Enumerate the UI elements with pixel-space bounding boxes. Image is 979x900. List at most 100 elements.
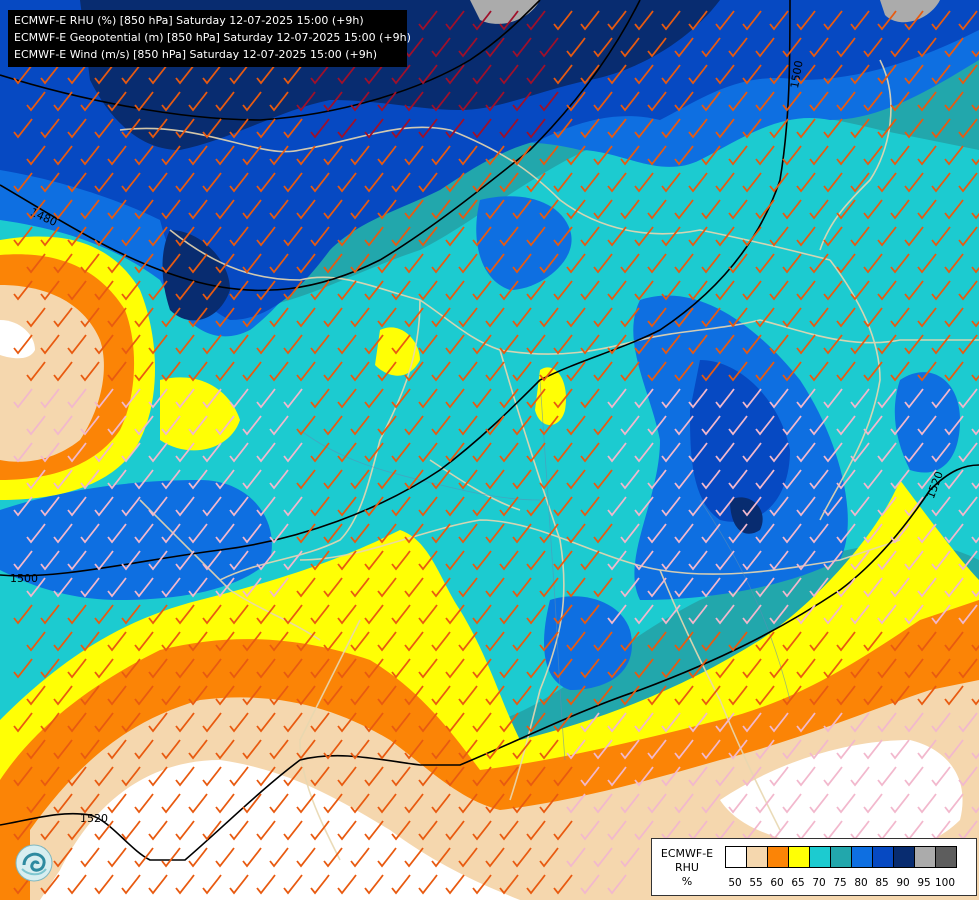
wind-barb <box>310 118 330 139</box>
wind-barb <box>958 10 978 31</box>
wind-barb <box>701 739 721 760</box>
wind-barb <box>418 10 438 31</box>
wind-barb <box>283 172 303 193</box>
wind-barb <box>823 766 843 787</box>
wind-barb <box>823 604 843 625</box>
wind-barb <box>40 388 60 409</box>
wind-barb <box>188 307 208 328</box>
wind-barb <box>877 64 897 85</box>
wind-barb <box>53 253 73 274</box>
legend-tick-label: 90 <box>896 877 910 889</box>
wind-barb <box>215 631 235 652</box>
legend-tick-label: 70 <box>812 877 826 889</box>
wind-barb <box>526 118 546 139</box>
wind-barb <box>539 145 559 166</box>
legend-swatches <box>725 846 957 868</box>
legend-swatch <box>893 846 915 868</box>
wind-barb <box>701 307 721 328</box>
wind-barb <box>53 307 73 328</box>
wind-barb <box>836 415 856 436</box>
wind-barb <box>971 266 979 274</box>
legend-title-variable: RHU <box>675 861 699 874</box>
wind-barb <box>229 658 249 679</box>
wind-barb <box>715 550 735 571</box>
wind-barb <box>566 685 586 706</box>
wind-barb <box>620 739 640 760</box>
wind-barb <box>134 199 154 220</box>
wind-barb <box>661 712 681 733</box>
wind-barb <box>283 604 303 625</box>
wind-barb <box>256 658 276 679</box>
wind-barb <box>472 820 492 841</box>
wind-barb <box>742 64 762 85</box>
wind-barb <box>296 847 316 868</box>
wind-barb <box>445 874 465 895</box>
wind-barb <box>161 793 181 814</box>
wind-barb <box>148 442 168 463</box>
wind-barb <box>485 685 505 706</box>
wind-barb <box>458 91 478 112</box>
wind-barb <box>553 280 573 301</box>
wind-barb <box>796 172 816 193</box>
wind-barb <box>674 577 694 598</box>
wind-barb <box>337 442 357 463</box>
wind-barb <box>364 388 384 409</box>
wind-barb <box>53 199 73 220</box>
wind-barb <box>620 91 640 112</box>
legend-swatch <box>788 846 810 868</box>
wind-barb <box>526 334 546 355</box>
wind-barb <box>215 91 235 112</box>
wind-barb <box>593 793 613 814</box>
wind-barb <box>472 226 492 247</box>
wind-barb <box>809 793 829 814</box>
wind-barb <box>188 361 208 382</box>
wind-barb <box>310 280 330 301</box>
wind-barb <box>94 658 114 679</box>
wind-barb <box>526 874 546 895</box>
wind-barb <box>53 469 73 490</box>
wind-barb <box>350 145 370 166</box>
wind-barb <box>337 874 357 895</box>
wind-barb <box>674 739 694 760</box>
wind-barb <box>944 307 964 328</box>
wind-barb <box>472 496 492 517</box>
wind-barb <box>620 361 640 382</box>
wind-barb <box>404 523 424 544</box>
wind-barb <box>863 253 883 274</box>
wind-barb <box>580 496 600 517</box>
wind-barb <box>890 685 910 706</box>
wind-barb <box>931 226 951 247</box>
wind-barb <box>647 199 667 220</box>
wind-barb <box>944 631 964 652</box>
wind-barb <box>472 118 492 139</box>
wind-barb <box>364 550 384 571</box>
wind-barb <box>593 415 613 436</box>
wind-barb <box>539 577 559 598</box>
wind-barb <box>148 766 168 787</box>
wind-barb <box>134 847 154 868</box>
wind-barb <box>472 442 492 463</box>
wind-barb <box>296 199 316 220</box>
wind-barb <box>94 442 114 463</box>
wind-barb <box>850 118 870 139</box>
wind-barb <box>728 793 748 814</box>
wind-barb <box>121 604 141 625</box>
wind-barb <box>553 658 573 679</box>
legend-title-model: ECMWF-E <box>660 847 714 860</box>
wind-barb <box>134 469 154 490</box>
wind-barb <box>796 658 816 679</box>
wind-barb <box>107 847 127 868</box>
wind-barb <box>215 577 235 598</box>
wind-barb <box>148 820 168 841</box>
wind-barb <box>431 847 451 868</box>
wind-barb <box>26 793 46 814</box>
wind-barb <box>242 685 262 706</box>
wind-barb <box>269 91 289 112</box>
wind-barb <box>229 280 249 301</box>
wind-barb <box>688 442 708 463</box>
wind-barb <box>229 550 249 571</box>
wind-barb <box>863 523 883 544</box>
wind-barb <box>229 604 249 625</box>
wind-barb <box>269 307 289 328</box>
